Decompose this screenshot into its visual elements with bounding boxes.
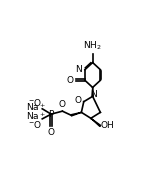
Text: O: O	[75, 96, 82, 105]
Text: P: P	[49, 110, 54, 119]
Text: N: N	[76, 65, 82, 74]
Polygon shape	[91, 118, 101, 126]
Text: Na$^+$: Na$^+$	[26, 102, 46, 114]
Text: O: O	[58, 100, 65, 109]
Text: NH$_2$: NH$_2$	[83, 40, 102, 52]
Text: Na$^+$: Na$^+$	[26, 110, 46, 122]
Polygon shape	[92, 87, 93, 96]
Text: O: O	[48, 128, 55, 137]
Text: OH: OH	[101, 121, 115, 131]
Text: $^{-}$O: $^{-}$O	[28, 120, 42, 131]
Polygon shape	[71, 112, 81, 116]
Text: $^{-}$O: $^{-}$O	[28, 97, 42, 108]
Text: O: O	[67, 76, 74, 85]
Text: N: N	[90, 90, 97, 99]
